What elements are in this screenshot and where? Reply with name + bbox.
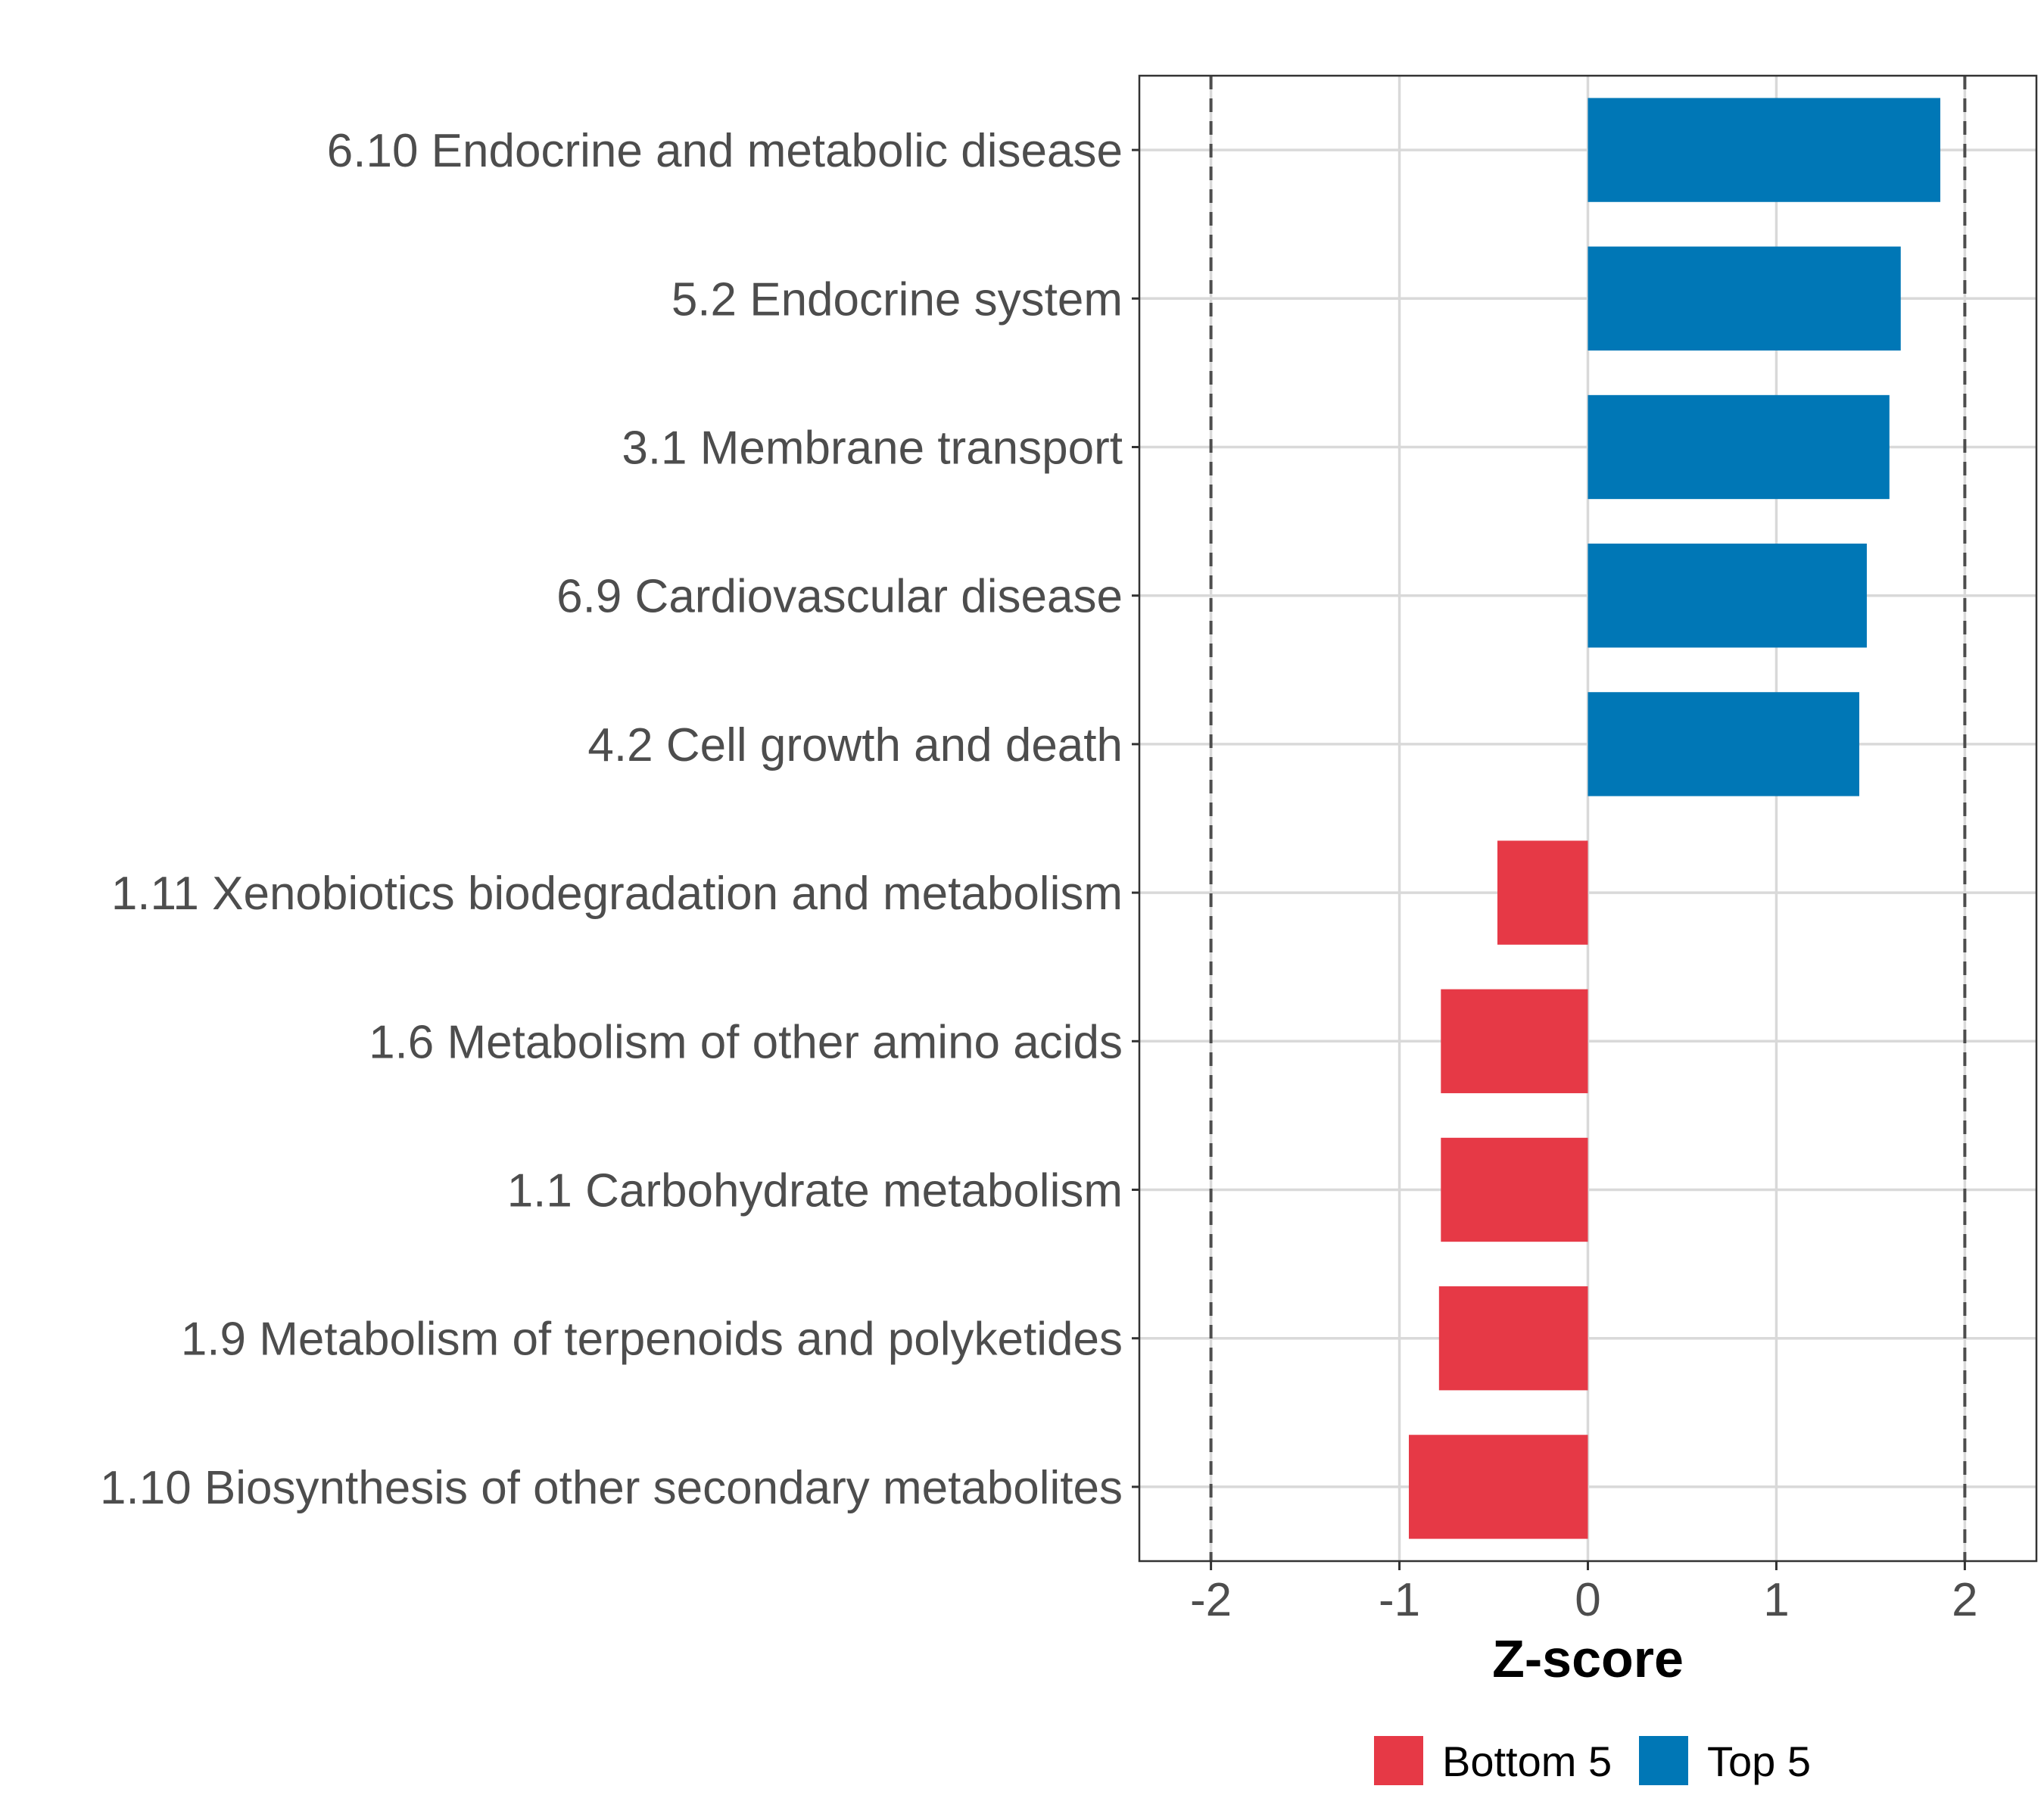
bar	[1588, 246, 1901, 351]
legend-swatch	[1639, 1736, 1688, 1785]
x-axis-title: Z-score	[1492, 1629, 1684, 1688]
category-label: 1.6 Metabolism of other amino acids	[369, 1016, 1123, 1068]
x-tick-label: -2	[1190, 1574, 1232, 1626]
y-axis-category-labels: 6.10 Endocrine and metabolic disease 5.2 …	[100, 125, 1123, 1514]
legend: Bottom 5 Top 5	[1374, 1736, 1811, 1785]
category-label: 1.9 Metabolism of terpenoids and polyket…	[181, 1314, 1123, 1366]
bar	[1438, 1286, 1588, 1391]
category-label: 1.11 Xenobiotics biodegradation and meta…	[111, 868, 1123, 920]
bar	[1497, 840, 1588, 945]
x-axis-ticks: -2 -1 0 1 2	[1190, 1561, 1978, 1626]
category-label: 1.10 Biosynthesis of other secondary met…	[100, 1462, 1123, 1514]
bar	[1441, 989, 1588, 1093]
category-label: 6.9 Cardiovascular disease	[556, 571, 1123, 623]
category-label: 5.2 Endocrine system	[671, 273, 1123, 326]
reference-lines	[1209, 76, 1967, 1561]
bar	[1588, 692, 1859, 796]
bar	[1408, 1435, 1588, 1539]
legend-label: Top 5	[1707, 1738, 1811, 1785]
x-tick-label: 1	[1763, 1574, 1789, 1626]
legend-label: Bottom 5	[1442, 1738, 1612, 1785]
bars	[1408, 98, 1941, 1539]
bar	[1588, 394, 1890, 500]
legend-swatch	[1374, 1736, 1423, 1785]
category-label: 6.10 Endocrine and metabolic disease	[327, 125, 1123, 177]
bar	[1441, 1137, 1588, 1242]
category-label: 1.1 Carbohydrate metabolism	[507, 1165, 1123, 1217]
category-label: 4.2 Cell growth and death	[587, 719, 1123, 771]
bar	[1588, 544, 1867, 648]
bar	[1588, 98, 1941, 202]
x-tick-label: -1	[1379, 1574, 1420, 1626]
category-label: 3.1 Membrane transport	[622, 422, 1123, 475]
x-tick-label: 2	[1952, 1574, 1977, 1626]
x-tick-label: 0	[1575, 1574, 1600, 1626]
y-axis-ticks	[1132, 148, 1139, 1488]
